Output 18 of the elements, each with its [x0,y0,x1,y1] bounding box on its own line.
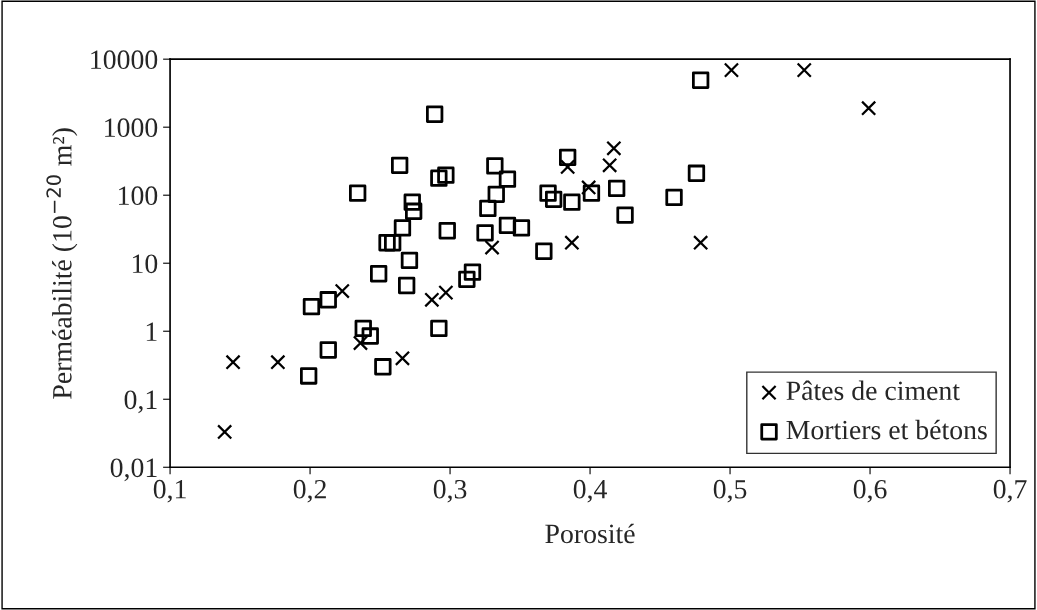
x-axis-title: Porosité [545,523,635,544]
y-tick-label: 100 [119,186,158,206]
x-tick-label: 0,6 [853,479,887,503]
x-tick-label: 0,5 [713,479,747,503]
x-tick-label: 0,3 [433,479,467,503]
legend-label: Pâtes de ciment [786,380,960,401]
x-tick-label: 0,1 [153,479,186,503]
y-tick-label: 0,01 [110,458,157,482]
y-tick-label: 10000 [91,50,158,70]
y-tick-label: 0,1 [124,390,157,414]
x-tick-label: 0,2 [293,479,326,503]
y-axis-title: Perméabilité (10$^{−20}$ m²) [46,128,78,399]
y-tick-label: 1000 [105,118,158,138]
legend-label: Mortiers et bétons [786,419,987,440]
y-tick-label: 10 [132,254,158,274]
x-tick-label: 0,4 [573,479,607,503]
y-tick-label: 1 [146,322,157,341]
x-tick-label: 0,7 [993,479,1027,503]
